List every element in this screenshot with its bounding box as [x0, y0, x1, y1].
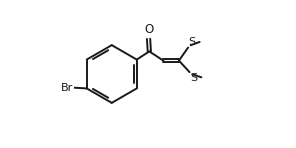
Text: S: S [189, 37, 196, 47]
Text: Br: Br [61, 83, 74, 93]
Text: O: O [144, 23, 153, 36]
Text: S: S [190, 73, 197, 83]
